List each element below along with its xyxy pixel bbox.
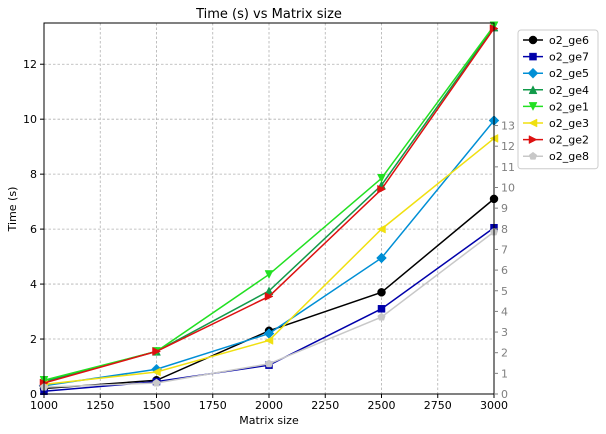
secondary-y-tick-label: 13	[501, 120, 515, 133]
x-axis-label: Matrix size	[239, 414, 299, 427]
legend-item: o2_ge6	[523, 34, 589, 47]
y-tick-label: 10	[23, 113, 37, 126]
legend: o2_ge6 o2_ge7 o2_ge5 o2_ge4 o2_ge1 o2_ge3 o2_g…	[517, 29, 599, 170]
x-tick-label: 2500	[368, 399, 396, 412]
legend-label: o2_ge7	[549, 51, 589, 64]
secondary-y-tick-label: 10	[501, 182, 515, 195]
legend-marker	[528, 118, 538, 128]
legend-marker	[528, 102, 538, 111]
legend-label: o2_ge3	[549, 117, 589, 130]
secondary-y-tick-label: 1	[501, 367, 508, 380]
legend-item: o2_ge2	[523, 134, 589, 147]
secondary-y-tick-label: 8	[501, 223, 508, 236]
y-tick-label: 8	[30, 168, 37, 181]
x-axis-ticks: 1000 1250 1500 1750 2000 2250 2500 2750 3000	[30, 394, 508, 412]
data-point	[377, 174, 386, 183]
data-point	[377, 288, 386, 297]
y-tick-label: 6	[30, 223, 37, 236]
legend-label: o2_ge5	[549, 67, 589, 80]
series-lines	[38, 21, 500, 396]
legend-marker	[529, 52, 537, 61]
secondary-y-tick-label: 9	[501, 202, 508, 215]
chart-title: Time (s) vs Matrix size	[195, 7, 342, 22]
x-tick-label: 1750	[199, 399, 227, 412]
legend-item: o2_ge7	[523, 51, 589, 64]
legend-marker	[528, 151, 538, 160]
secondary-y-tick-label: 5	[501, 285, 508, 298]
secondary-y-tick-label: 7	[501, 243, 508, 256]
data-point	[376, 252, 387, 264]
data-point	[151, 367, 161, 377]
legend-marker	[528, 85, 538, 95]
x-tick-label: 1500	[143, 399, 171, 412]
y-tick-label: 2	[30, 333, 37, 346]
legend-label: o2_ge6	[549, 34, 589, 47]
data-point	[264, 359, 274, 368]
secondary-y-tick-label: 4	[501, 305, 508, 318]
legend-label: o2_ge8	[549, 150, 589, 163]
data-point	[152, 378, 161, 387]
data-point	[264, 292, 274, 301]
y-tick-label: 12	[23, 58, 37, 71]
secondary-y-tick-label: 6	[501, 264, 508, 277]
secondary-y-tick-label: 3	[501, 326, 508, 339]
legend-item: o2_ge1	[523, 100, 589, 113]
legend-label: o2_ge2	[549, 134, 589, 147]
legend-item: o2_ge8	[523, 150, 589, 163]
x-tick-label: 2750	[424, 399, 452, 412]
data-point	[377, 305, 386, 313]
legend-label: o2_ge1	[549, 100, 589, 113]
secondary-y-tick-label: 2	[501, 347, 508, 360]
data-point	[377, 184, 387, 194]
data-point	[264, 336, 274, 345]
y-axis-label: Time (s)	[6, 187, 19, 233]
y-axis-ticks: 0 2 4 6 8 10 12	[23, 58, 44, 401]
legend-item: o2_ge3	[523, 117, 589, 130]
legend-marker	[527, 67, 539, 79]
x-tick-label: 2000	[255, 399, 283, 412]
secondary-y-tick-label: 12	[501, 140, 515, 153]
x-tick-label: 3000	[480, 399, 508, 412]
data-point	[152, 346, 162, 356]
legend-marker	[528, 35, 538, 45]
x-tick-label: 2250	[311, 399, 339, 412]
legend-box	[517, 29, 599, 170]
x-tick-label: 1000	[30, 399, 58, 412]
legend-item: o2_ge4	[523, 84, 589, 97]
data-point	[377, 312, 386, 321]
legend-marker	[528, 135, 538, 145]
x-tick-label: 1250	[86, 399, 114, 412]
data-point	[264, 270, 274, 280]
data-point	[376, 224, 386, 234]
secondary-y-tick-label: 11	[501, 161, 515, 174]
y-tick-label: 4	[30, 278, 37, 291]
legend-label: o2_ge4	[549, 84, 589, 97]
y-tick-label: 0	[30, 388, 37, 401]
secondary-y-tick-label: 0	[501, 388, 508, 401]
legend-item: o2_ge5	[523, 67, 589, 80]
